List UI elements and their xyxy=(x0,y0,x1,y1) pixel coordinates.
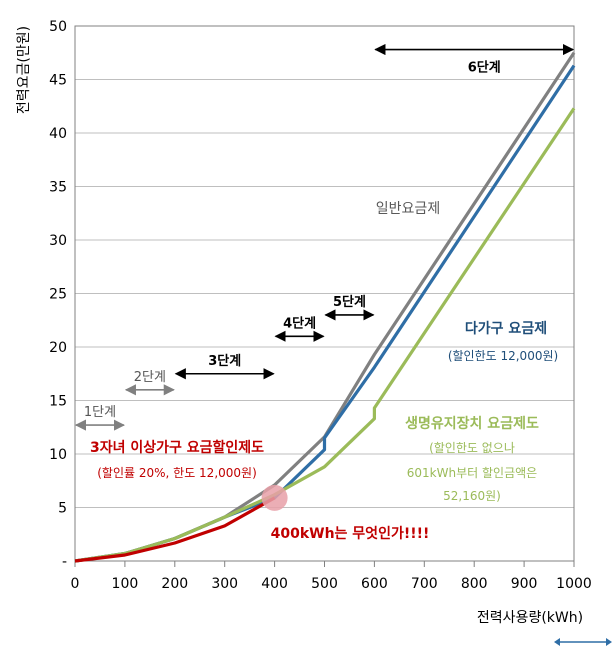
highlight-circle xyxy=(261,484,288,511)
plot-frame xyxy=(74,25,575,562)
grid xyxy=(74,25,575,567)
annotation-life-note1: (할인한도 없으나 xyxy=(429,441,515,455)
y-tick-label: 45 xyxy=(49,73,67,89)
annotation-multi-note: (할인한도 12,000원) xyxy=(448,349,558,363)
y-tick-label: 30 xyxy=(49,233,67,249)
y-tick-label: 50 xyxy=(49,19,67,35)
annotation-three-note: (할인률 20%, 한도 12,000원) xyxy=(97,466,257,480)
annotation-three: 3자녀 이상가구 요금할인제도 xyxy=(90,439,264,456)
x-tick-label: 800 xyxy=(461,576,488,592)
y-tick-label: 20 xyxy=(49,340,67,356)
series-line-0 xyxy=(74,51,576,563)
x-tick-label: 1000 xyxy=(556,576,592,592)
annotation-life-note2: 601kWh부터 할인금액은 xyxy=(407,466,537,480)
resize-arrow-left xyxy=(554,638,560,646)
annotation-life-note3: 52,160원) xyxy=(443,489,501,503)
y-tick-label: 40 xyxy=(49,126,67,142)
stage-label-5: 5단계 xyxy=(333,294,366,310)
annotation-multi: 다가구 요금제 xyxy=(465,321,547,337)
series-line-3 xyxy=(74,496,276,563)
x-tick-label: 400 xyxy=(261,576,288,592)
series-lines xyxy=(74,51,576,563)
x-tick-label: 700 xyxy=(411,576,438,592)
series-line-1 xyxy=(74,64,576,563)
stage-label-6: 6단계 xyxy=(468,60,501,76)
y-tick-label: 15 xyxy=(49,394,67,410)
x-tick-label: 0 xyxy=(71,576,80,592)
y-tick-label: 5 xyxy=(58,501,67,517)
stage-markers: 1단계 2단계 3단계 4단계 5단계 6단계 xyxy=(74,43,575,431)
y-axis-label: 전력요금(만원) xyxy=(16,26,32,114)
y-tick-label: - xyxy=(62,554,67,570)
stage-label-3: 3단계 xyxy=(208,353,241,369)
stage-label-2: 2단계 xyxy=(134,370,166,385)
stage-label-1: 1단계 xyxy=(84,405,116,420)
annotation-life: 생명유지장치 요금제도 xyxy=(405,415,539,432)
y-tick-label: 25 xyxy=(49,287,67,303)
x-tick-label: 500 xyxy=(311,576,338,592)
x-tick-label: 300 xyxy=(211,576,238,592)
resize-arrow-right xyxy=(606,638,612,646)
x-axis-label: 전력사용량(kWh) xyxy=(477,610,583,626)
y-tick-label: 10 xyxy=(49,447,67,463)
x-tick-label: 100 xyxy=(112,576,139,592)
x-tick-label: 600 xyxy=(361,576,388,592)
x-tick-label: 200 xyxy=(161,576,188,592)
y-tick-label: 35 xyxy=(49,180,67,196)
stage-label-4: 4단계 xyxy=(283,315,316,331)
annotation-highlight: 400kWh는 무엇인가!!!! xyxy=(271,525,430,542)
annotation-general: 일반요금제 xyxy=(376,201,440,217)
x-tick-label: 900 xyxy=(511,576,538,592)
